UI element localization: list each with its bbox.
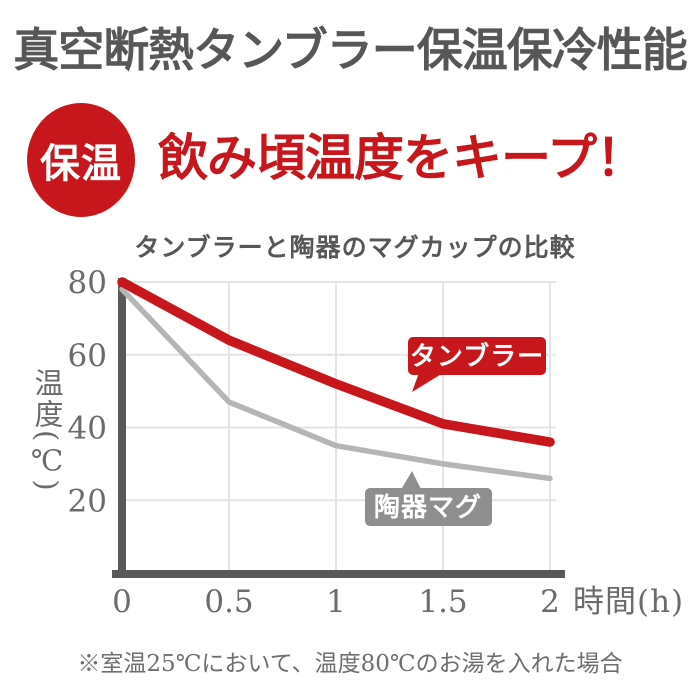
heat-retention-badge-label: 保温 — [40, 140, 122, 187]
y-tick-label-40: 40 — [68, 411, 107, 447]
tumbler-callout-bubble — [408, 337, 546, 375]
chart-title: タンブラーと陶器のマグカップの比較 — [134, 233, 576, 262]
footnote: ※室温25℃において、温度80℃のお湯を入れた場合 — [77, 651, 623, 677]
x-tick-label-0.5: 0.5 — [204, 584, 253, 620]
tumbler-callout-tail-icon — [412, 370, 448, 392]
series-line-tumbler — [117, 277, 555, 447]
y-tick-label-60: 60 — [68, 338, 107, 374]
ceramic-mug-callout-label: 陶器マグ — [374, 493, 482, 523]
series-line-ceramic-mug — [119, 286, 553, 482]
x-axis-unit-label: 時間(h) — [573, 584, 684, 620]
x-tick-label-1: 1 — [326, 584, 346, 620]
heat-retention-badge: 保温 — [27, 103, 135, 217]
x-axis-line — [112, 570, 565, 578]
y-tick-label-20: 20 — [68, 483, 107, 519]
y-axis-line — [118, 278, 126, 578]
y-axis-title: 温度(℃) — [30, 368, 64, 493]
y-tick-label-80: 80 — [68, 265, 107, 301]
ceramic-mug-callout-tail-icon — [399, 471, 423, 493]
tumbler-callout-label: タンブラー — [410, 341, 544, 372]
x-tick-label-0: 0 — [112, 584, 132, 620]
plot-layer — [112, 277, 565, 578]
chart-svg: 80 60 40 20 0 0.5 1 1.5 2 時間(h) タンブラー 陶器マグ — [68, 265, 684, 620]
tumbler-callout: タンブラー — [408, 337, 546, 392]
x-tick-label-1.5: 1.5 — [418, 584, 467, 620]
ceramic-mug-callout: 陶器マグ — [365, 471, 492, 526]
page-title: 真空断熱タンブラー保温保冷性能 — [13, 23, 688, 77]
tick-layer: 80 60 40 20 0 0.5 1 1.5 2 — [68, 265, 560, 620]
headline: 飲み頃温度をキープ！ — [158, 128, 646, 187]
x-tick-label-2: 2 — [540, 584, 560, 620]
ceramic-mug-callout-bubble — [365, 488, 492, 526]
